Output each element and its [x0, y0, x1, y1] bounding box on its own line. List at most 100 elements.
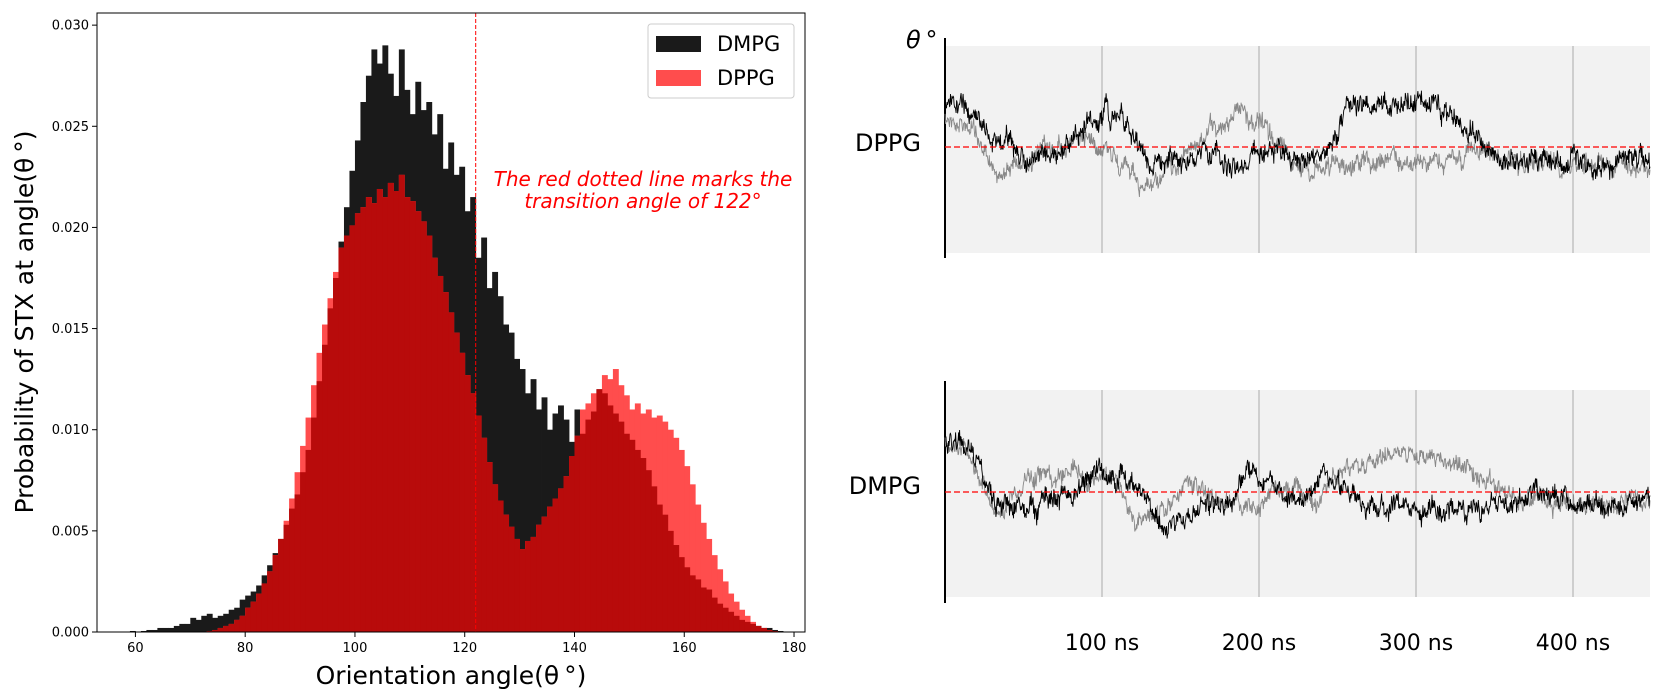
dmpg-bar — [503, 324, 510, 632]
overlap-bar — [300, 472, 306, 632]
overlap-bar — [459, 352, 466, 632]
overlap-bar — [579, 433, 586, 632]
timeseries-panel: θ ° DPPG DMPG 100 ns 200 ns 300 ns 400 n… — [849, 26, 1651, 656]
dppg-bar — [695, 504, 702, 632]
overlap-bar — [311, 417, 317, 632]
dmpg-bar — [481, 237, 488, 632]
overlap-bar — [437, 275, 444, 632]
overlap-bar — [689, 575, 696, 632]
overlap-bar — [700, 587, 707, 632]
overlap-bar — [569, 456, 575, 632]
dmpg-bar — [173, 625, 180, 632]
overlap-bar — [453, 332, 460, 632]
overlap-bar — [618, 421, 625, 632]
overlap-bar — [393, 191, 400, 633]
overlap-bar — [612, 413, 619, 632]
overlap-bar — [766, 629, 773, 632]
overlap-bar — [547, 506, 553, 632]
dmpg-bar — [184, 623, 191, 632]
overlap-bar — [761, 627, 767, 632]
dmpg-bar — [206, 613, 213, 632]
x-tick-label: 120 — [452, 641, 477, 656]
overlap-bar — [360, 207, 367, 632]
legend-label-dmpg: DMPG — [717, 32, 780, 56]
overlap-bar — [250, 601, 257, 632]
overlap-bar — [574, 435, 581, 632]
time-tick-100: 100 ns — [1065, 631, 1139, 656]
overlap-bar — [470, 393, 477, 632]
overlap-bar — [673, 545, 680, 632]
overlap-bar — [711, 597, 718, 632]
y-tick-label: 0.000 — [52, 626, 89, 641]
annotation-line-2: transition angle of 122° — [524, 189, 761, 213]
x-axis-label: Orientation angle(θ °) — [316, 661, 587, 690]
dppg-bar — [711, 555, 718, 632]
x-ticks: 60 80 100 120 140 160 180 — [127, 632, 806, 656]
overlap-bar — [640, 458, 647, 632]
overlap-bar — [706, 589, 713, 632]
overlap-bar — [371, 203, 378, 632]
y-tick-label: 0.020 — [52, 221, 89, 236]
overlap-bar — [338, 247, 345, 632]
overlap-bar — [739, 619, 746, 632]
overlap-bar — [206, 630, 213, 632]
overlap-bar — [558, 488, 564, 632]
overlap-bar — [294, 494, 301, 632]
overlap-bar — [272, 555, 279, 632]
overlap-bar — [651, 486, 658, 632]
overlap-bar — [717, 603, 724, 632]
overlap-bar — [261, 583, 268, 632]
overlap-bar — [733, 615, 740, 632]
dmpg-bar — [530, 379, 537, 632]
overlap-bar — [634, 449, 641, 632]
time-tick-400: 400 ns — [1536, 631, 1610, 656]
dppg-bar — [678, 449, 685, 632]
overlap-bar — [409, 201, 416, 633]
overlap-bar — [563, 476, 570, 632]
plot-frame — [96, 12, 806, 633]
dppg-panel-label: DPPG — [855, 129, 921, 157]
overlap-bar — [415, 211, 422, 633]
dmpg-bar — [497, 296, 504, 632]
overlap-bar — [514, 538, 521, 632]
dppg-traces — [944, 90, 1651, 198]
overlap-bar — [333, 277, 339, 632]
overlap-bar — [497, 500, 504, 632]
overlap-bar — [728, 611, 735, 632]
dppg-bar — [706, 538, 713, 632]
overlap-bar — [596, 389, 603, 632]
time-tick-200: 200 ns — [1222, 631, 1296, 656]
overlap-bar — [481, 437, 488, 632]
overlap-bar — [278, 538, 285, 632]
overlap-bar — [305, 449, 312, 632]
overlap-bar — [464, 375, 471, 632]
overlap-bar — [387, 182, 394, 632]
dmpg-bar — [486, 288, 493, 632]
overlap-bar — [245, 607, 252, 632]
overlap-bar — [623, 433, 630, 632]
overlap-bar — [684, 567, 691, 632]
dmpg-bar — [151, 629, 158, 632]
y-tick-label: 0.010 — [52, 423, 89, 438]
overlap-bar — [536, 524, 542, 632]
dmpg-bar — [217, 615, 224, 632]
overlap-bar — [267, 571, 274, 632]
overlap-bar — [228, 623, 235, 632]
time-gridlines — [1101, 46, 1574, 597]
time-tick-300: 300 ns — [1379, 631, 1453, 656]
overlap-bar — [316, 381, 323, 632]
overlap-bar — [376, 188, 383, 633]
dmpg-bar — [519, 369, 526, 632]
dmpg-bar — [508, 332, 515, 632]
dppg-trace — [944, 90, 1651, 181]
legend-label-dppg: DPPG — [717, 66, 775, 90]
dmpg-bar — [525, 393, 531, 632]
overlap-bar — [601, 393, 608, 632]
overlap-bar — [552, 498, 559, 632]
overlap-bar — [239, 615, 246, 632]
overlap-bar — [322, 344, 328, 632]
dppg-panel-background — [945, 46, 1650, 253]
overlap-bar — [420, 221, 427, 633]
histogram-panel: 60 80 100 120 140 160 180 0.000 0.005 0.010 0.015… — [10, 12, 806, 690]
dmpg-bar — [195, 619, 202, 632]
